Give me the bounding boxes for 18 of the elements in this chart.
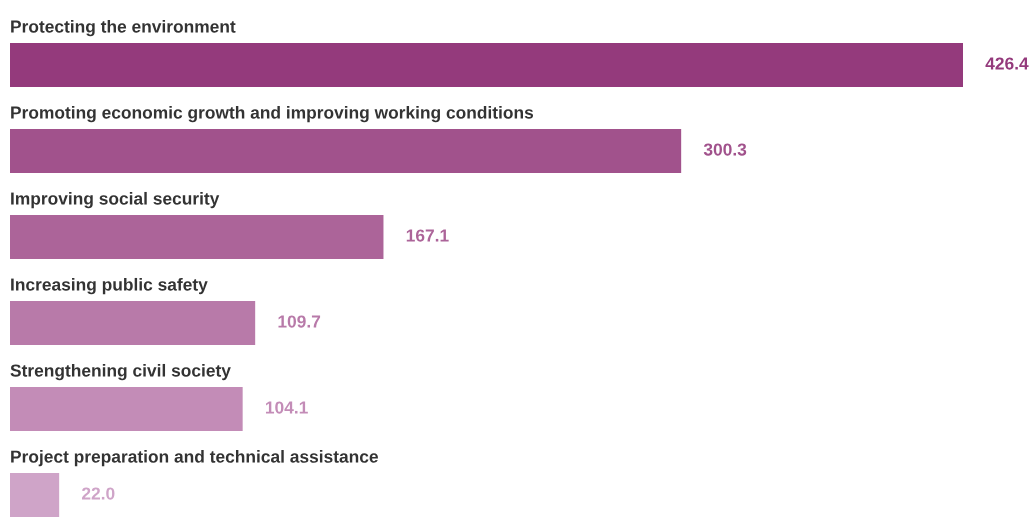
y-tick-label: Promoting economic growth and improving working conditions [11, 105, 534, 123]
bar [10, 473, 60, 517]
bar [10, 215, 384, 259]
data-label: 109.7 [278, 315, 321, 328]
data-label: 426.4 [985, 57, 1029, 70]
data-label: 300.3 [703, 143, 747, 156]
y-tick-label: Improving social security [11, 191, 220, 209]
data-label: 104.1 [265, 401, 308, 414]
data-label: 167.1 [406, 229, 449, 242]
bar [10, 43, 963, 87]
y-tick-label: Project preparation and technical assistance [11, 450, 378, 467]
y-tick-label: Protecting the environment [11, 19, 236, 37]
y-tick-label: Increasing public safety [11, 277, 208, 295]
bar [10, 301, 256, 345]
bar [10, 387, 243, 431]
bar [10, 129, 682, 173]
data-label: 22.0 [81, 487, 115, 500]
y-tick-label: Strengthening civil society [10, 363, 231, 381]
